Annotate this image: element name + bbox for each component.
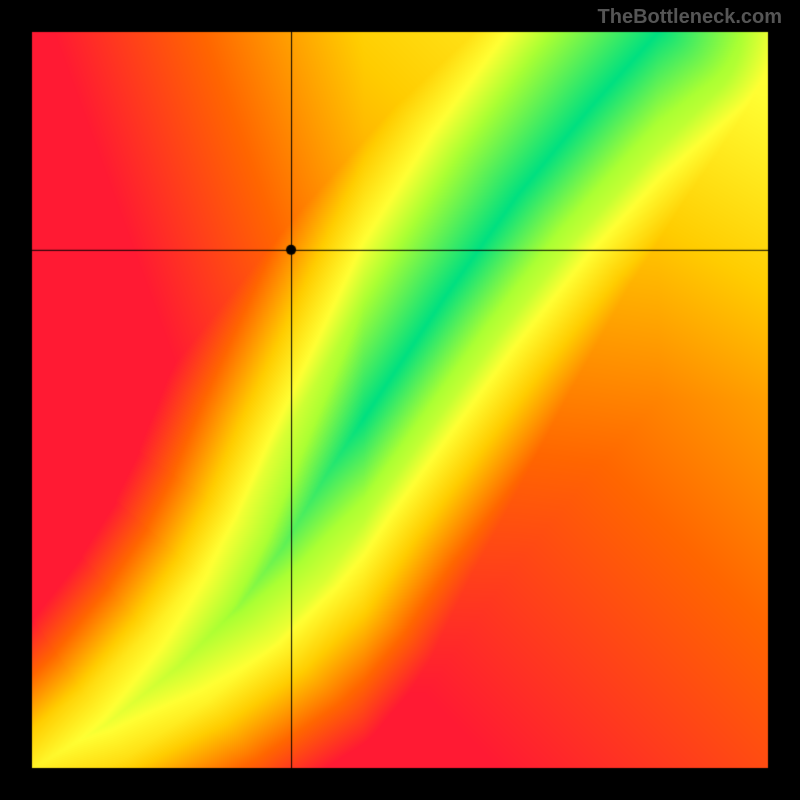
chart-container: TheBottleneck.com <box>0 0 800 800</box>
watermark-text: TheBottleneck.com <box>598 6 782 29</box>
heatmap-canvas <box>0 0 800 800</box>
